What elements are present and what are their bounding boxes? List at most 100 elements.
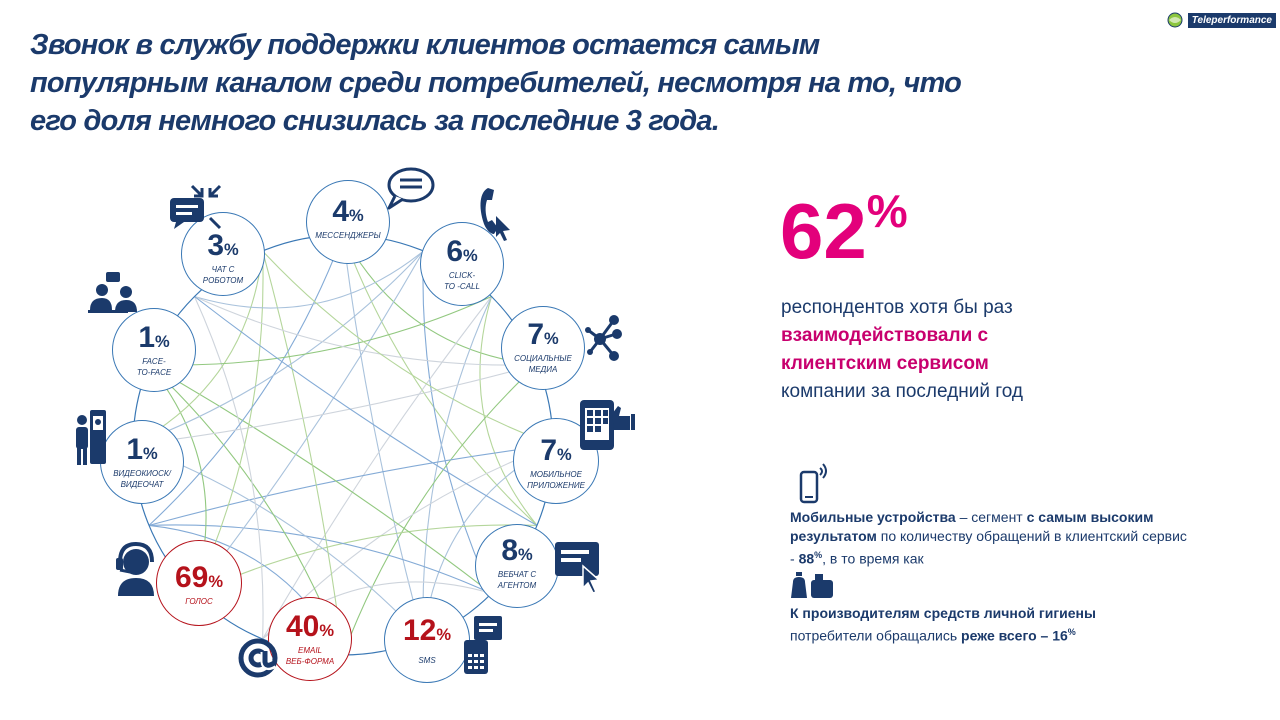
channel-value: 40 bbox=[285, 610, 320, 643]
note-mobile-bold-1: Мобильные устройства bbox=[790, 509, 956, 525]
channel-unit: % bbox=[349, 207, 364, 225]
speech-bubble-icon bbox=[387, 167, 435, 210]
title-line-3: его доля немного снизилась за последние … bbox=[30, 105, 720, 137]
headline-description: респондентов хотя бы раз взаимодействова… bbox=[781, 294, 1111, 406]
channel-value: 7 bbox=[540, 434, 557, 467]
connection-arc bbox=[148, 364, 492, 594]
connection-arc bbox=[262, 250, 554, 446]
channel-label: FACE- bbox=[142, 357, 166, 366]
webchat-cursor-icon bbox=[555, 542, 601, 594]
note-mobile-text-1: – сегмент bbox=[955, 509, 1027, 525]
title-line-2: популярным каналом среди потребителей, н… bbox=[30, 67, 962, 99]
hygiene-products-icon bbox=[791, 572, 833, 598]
headline-percentage: 62% bbox=[780, 188, 908, 270]
headline-text-2: взаимодействовали с bbox=[781, 325, 989, 346]
face-to-face-icon bbox=[88, 272, 137, 313]
channel-value: 1 bbox=[138, 321, 155, 354]
channel-label: ЧАТ С bbox=[211, 265, 235, 274]
note-mobile-bold-2: с самым высоким результатом bbox=[790, 509, 1154, 544]
sms-phone-icon bbox=[464, 616, 502, 674]
headline-value: 62 bbox=[780, 187, 867, 275]
connection-arc bbox=[132, 364, 538, 446]
channel-value: 7 bbox=[527, 318, 544, 351]
connection-arc bbox=[194, 250, 424, 594]
title-line-1: Звонок в службу поддержки клиентов остае… bbox=[30, 29, 820, 61]
connection-arc bbox=[194, 250, 424, 309]
channel-value: 6 bbox=[446, 235, 463, 268]
connection-arc bbox=[194, 296, 538, 526]
connection-arc bbox=[342, 234, 424, 640]
headline-text-4: компании за последний год bbox=[781, 381, 1023, 402]
note-hygiene-bold-2: реже всего – 16 bbox=[961, 627, 1068, 644]
channel-label: ВЕБЧАТ С bbox=[497, 570, 537, 579]
connection-arc bbox=[262, 250, 344, 656]
channel-label-2: ПРИЛОЖЕНИЕ bbox=[527, 481, 585, 490]
channel-unit: % bbox=[463, 247, 478, 265]
channel-messengers: 4% МЕССЕНДЖЕРЫ bbox=[306, 180, 390, 264]
channel-face-to-face: 1% FACE- TO-FACE bbox=[112, 308, 196, 392]
teleperformance-logo: Teleperformance bbox=[1165, 11, 1276, 29]
connection-arc bbox=[132, 250, 424, 446]
channel-click-to-call: 6% CLICK- TO -CALL bbox=[420, 222, 504, 306]
channel-label: CLICK- bbox=[448, 271, 476, 280]
chatbot-icon bbox=[170, 184, 222, 230]
mobile-devices-note: Мобильные устройства – сегмент с самым в… bbox=[790, 508, 1190, 569]
channel-unit: % bbox=[208, 573, 224, 591]
channel-label: ВИДЕОКИОСК/ bbox=[113, 469, 171, 478]
channel-unit: % bbox=[143, 445, 158, 463]
video-kiosk-icon bbox=[76, 410, 106, 465]
channel-unit: % bbox=[436, 626, 452, 644]
channel-label-2: TO-FACE bbox=[136, 368, 172, 377]
channel-webchat-agent: 8% ВЕБЧАТ С АГЕНТОМ bbox=[475, 524, 559, 608]
note-hygiene-bold-1: К производителям средств личной гигиены bbox=[790, 605, 1096, 621]
note-hygiene-text-1: потребители обращались bbox=[790, 627, 962, 644]
page-title: Звонок в службу поддержки клиентов остае… bbox=[30, 26, 1030, 140]
channel-email: 40% EMAIL ВЕБ-ФОРМА bbox=[268, 597, 352, 681]
note-mobile-text-2: по количеству обращений в клиентский сер… bbox=[790, 528, 1187, 567]
channel-value: 1 bbox=[126, 433, 143, 466]
connection-arc bbox=[194, 295, 538, 366]
headline-text-3: клиентским сервисом bbox=[781, 353, 989, 374]
channel-videokiosk: 1% ВИДЕОКИОСК/ВИДЕОЧАТ bbox=[100, 420, 184, 504]
connection-arc bbox=[148, 524, 492, 595]
connection-arc bbox=[342, 234, 538, 526]
channel-value: 4 bbox=[332, 195, 349, 228]
channel-unit: % bbox=[155, 333, 170, 351]
channel-label: EMAIL bbox=[297, 646, 322, 655]
connection-arc bbox=[422, 250, 493, 594]
channel-label-2: МЕДИА bbox=[528, 365, 558, 374]
connection-arc bbox=[479, 296, 538, 526]
headline-unit: % bbox=[866, 185, 908, 237]
channel-social-media: 7% СОЦИАЛЬНЫЕ МЕДИА bbox=[501, 306, 585, 390]
channel-label: СОЦИАЛЬНЫЕ bbox=[514, 354, 572, 363]
connection-arc bbox=[262, 296, 492, 640]
channel-value: 8 bbox=[501, 534, 518, 567]
at-sign-icon bbox=[238, 638, 278, 678]
channel-label: МОБИЛЬНОЕ bbox=[530, 470, 582, 479]
channel-label: SMS bbox=[418, 656, 436, 665]
channel-voice: 69% ГОЛОС bbox=[156, 540, 242, 626]
smartphone-signal-icon bbox=[799, 463, 827, 504]
social-network-icon bbox=[585, 315, 622, 361]
connection-arc bbox=[148, 234, 344, 526]
note-mobile-text-3: , в то время как bbox=[822, 550, 924, 567]
channel-unit: % bbox=[557, 446, 572, 464]
channel-label-2: ВИДЕОЧАТ bbox=[120, 480, 164, 489]
headline-text-1: респондентов хотя бы раз bbox=[781, 297, 1013, 318]
phone-click-icon bbox=[480, 188, 510, 241]
channel-value: 69 bbox=[174, 561, 209, 594]
note-mobile-value: 88 bbox=[798, 550, 815, 567]
headset-agent-icon bbox=[116, 541, 154, 596]
channel-label: ГОЛОС bbox=[185, 597, 213, 606]
channel-value: 3 bbox=[207, 229, 224, 262]
note-hygiene-unit: % bbox=[1067, 627, 1076, 637]
channel-unit: % bbox=[518, 546, 533, 564]
channel-label-2: РОБОТОМ bbox=[202, 276, 244, 285]
channel-unit: % bbox=[319, 622, 335, 640]
connection-arc bbox=[193, 296, 264, 640]
connection-arc bbox=[342, 364, 538, 656]
channel-value: 12 bbox=[402, 614, 437, 647]
note-mobile-unit: % bbox=[814, 550, 823, 560]
channel-unit: % bbox=[544, 330, 559, 348]
channel-label: МЕССЕНДЖЕРЫ bbox=[315, 231, 381, 240]
